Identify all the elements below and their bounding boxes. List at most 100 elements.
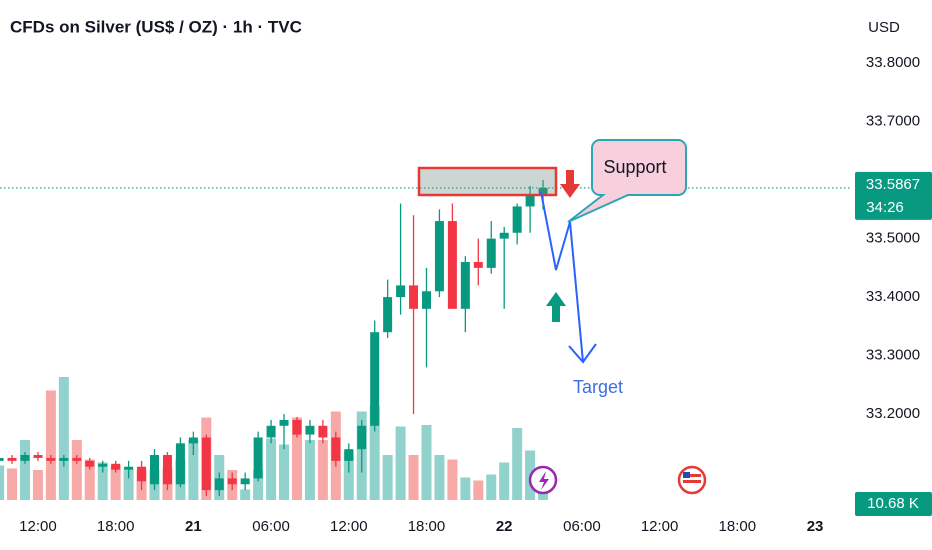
volume-bar	[395, 426, 406, 500]
volume-bar	[123, 468, 134, 500]
candle-body	[137, 466, 147, 482]
candle-body	[447, 221, 457, 309]
y-tick-label: 33.5000	[866, 230, 920, 247]
candle-body	[409, 285, 419, 309]
candle-body	[344, 449, 354, 461]
candle-body	[357, 425, 367, 450]
down-arrow	[560, 170, 580, 198]
volume-bar	[279, 444, 290, 500]
event-icon-bolt	[539, 471, 549, 490]
candle-body	[98, 463, 108, 467]
volume-bar	[188, 440, 199, 500]
candle-body	[124, 466, 134, 470]
candle-body	[20, 455, 30, 461]
candle-body	[486, 238, 496, 268]
flag-stripe	[683, 474, 701, 477]
chart-title: CFDs on Silver (US$ / OZ) · 1h · TVC	[10, 17, 302, 36]
volume-bar	[266, 438, 277, 500]
support-callout	[567, 139, 687, 223]
volume-bar	[460, 477, 471, 500]
volume-bar	[382, 455, 393, 500]
candle-body	[46, 457, 56, 461]
candle-body	[240, 478, 250, 485]
candle-body	[227, 478, 237, 485]
resistance-box	[417, 166, 558, 197]
candle-body	[201, 437, 211, 491]
y-tick-label: 33.8000	[866, 54, 920, 71]
candle-body	[188, 437, 198, 444]
path-line	[540, 191, 584, 363]
candle-layer	[0, 180, 850, 496]
x-tick-label: 12:00	[641, 518, 679, 535]
candle-body	[383, 297, 393, 333]
candle-body	[305, 425, 315, 435]
candle-body	[421, 291, 431, 309]
volume-bar	[32, 470, 43, 500]
candle-body	[370, 332, 380, 426]
last-price-tag	[855, 171, 932, 220]
candle-body	[72, 457, 82, 461]
arrow-head	[568, 343, 597, 364]
up-arrow	[546, 292, 566, 322]
volume-bar	[110, 465, 121, 500]
candle-body	[499, 232, 509, 239]
volume-bar	[19, 440, 30, 500]
candle-body	[434, 221, 444, 292]
candle-body	[59, 457, 69, 461]
candle-body	[473, 262, 483, 268]
countdown-label: 34:26	[866, 199, 904, 216]
volume-bar	[369, 405, 380, 500]
axes: 33.200033.300033.400033.500033.600033.70…	[19, 54, 932, 535]
y-tick-label: 33.3000	[866, 347, 920, 364]
x-tick-label: 12:00	[330, 518, 368, 535]
volume-bar	[71, 440, 82, 500]
volume-bar	[240, 489, 251, 500]
x-tick-label: 18:00	[408, 518, 446, 535]
support-label: Support	[603, 157, 666, 177]
volume-tag	[855, 491, 932, 516]
candle-body	[318, 425, 328, 438]
volume-bar	[421, 425, 432, 500]
x-tick-label: 12:00	[19, 518, 57, 535]
volume-bar	[447, 459, 458, 500]
x-tick-label: 06:00	[563, 518, 601, 535]
y-tick-label: 33.4000	[866, 288, 920, 305]
volume-bar	[97, 462, 108, 500]
y-tick-label: 33.7000	[866, 113, 920, 130]
volume-bar	[317, 440, 328, 500]
candle-body	[331, 437, 341, 461]
flag-canton	[683, 472, 690, 478]
candle-body	[538, 187, 548, 195]
last-price-label: 33.5867	[866, 176, 920, 193]
volume-bar	[7, 468, 18, 500]
volume-layer	[0, 377, 549, 500]
price-axis-bg	[850, 0, 932, 550]
volume-bar	[486, 474, 497, 500]
drawings: Support Target	[417, 139, 707, 495]
volume-bar	[58, 377, 69, 500]
candle-body	[214, 478, 224, 491]
x-tick-label: 22	[496, 518, 513, 535]
candle-body	[85, 460, 95, 467]
candle-body	[512, 206, 522, 233]
currency-label: USD	[868, 19, 900, 36]
candle-body	[33, 455, 43, 458]
candle-body	[162, 455, 172, 485]
candle-body	[175, 443, 185, 485]
volume-bar	[253, 470, 264, 500]
volume-bar	[434, 455, 445, 500]
candle-body	[292, 419, 302, 435]
x-tick-label: 21	[185, 518, 202, 535]
candle-body	[279, 419, 289, 426]
volume-bar	[499, 462, 510, 500]
x-tick-label: 06:00	[252, 518, 290, 535]
y-tick-label: 33.2000	[866, 405, 920, 422]
volume-bar	[291, 417, 302, 500]
candle-body	[396, 285, 406, 298]
x-tick-label: 18:00	[97, 518, 135, 535]
x-tick-label: 23	[807, 518, 824, 535]
candle-body	[0, 457, 4, 461]
volume-bar	[343, 450, 354, 500]
volume-bar	[84, 459, 95, 500]
volume-bar	[473, 480, 484, 500]
